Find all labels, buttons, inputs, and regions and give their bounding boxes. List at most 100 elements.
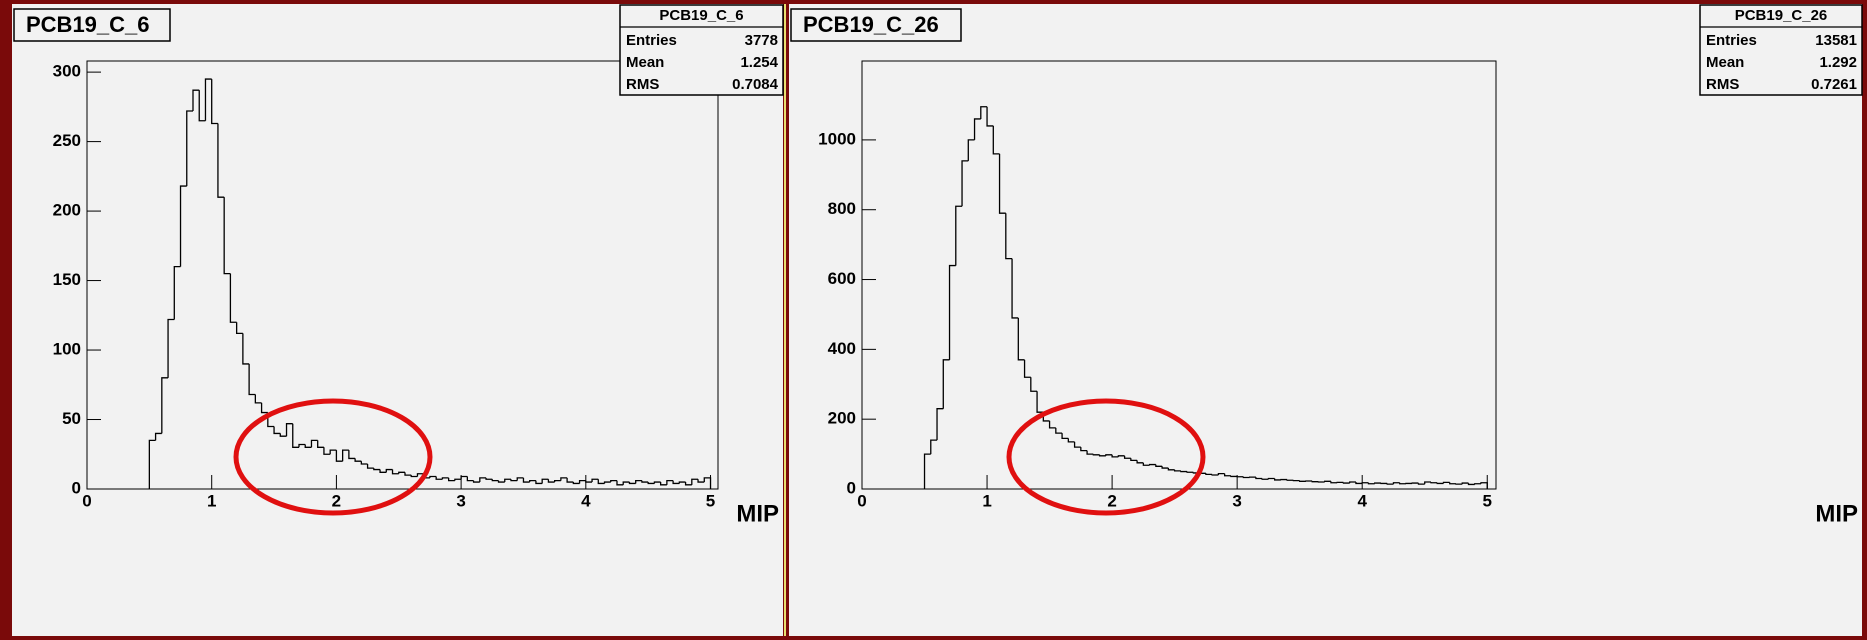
stats-box — [619, 4, 784, 96]
x-tick-label: 2 — [332, 491, 341, 510]
stats-title: PCB19_C_6 — [659, 7, 743, 24]
histogram-bin — [585, 480, 593, 483]
y-tick-label: 50 — [62, 409, 81, 428]
histogram-bin — [273, 426, 281, 435]
histogram-bin — [304, 444, 312, 448]
x-tick-label: 4 — [581, 491, 591, 510]
histogram-bin — [1123, 455, 1131, 459]
histogram-bin — [1255, 477, 1263, 480]
histogram-bin — [597, 479, 605, 485]
histogram-bin — [1474, 483, 1481, 485]
stats-label: Entries — [626, 32, 677, 49]
histogram-bin — [429, 475, 437, 478]
histogram-bin — [1142, 462, 1150, 466]
histogram-bin — [697, 479, 705, 483]
plot-frame — [86, 60, 719, 490]
stats-value: 0.7261 — [1811, 76, 1857, 93]
histogram-bin — [254, 394, 262, 404]
histogram-bin — [1111, 454, 1119, 458]
histogram-bin — [616, 480, 624, 486]
histogram-bin — [522, 477, 530, 483]
y-tick-label: 250 — [53, 131, 81, 150]
histogram-bin — [248, 363, 256, 396]
histogram-bin — [1205, 473, 1213, 475]
histogram-bin — [404, 472, 412, 476]
histogram-bin — [435, 476, 443, 480]
histogram-bin — [298, 443, 306, 448]
x-tick-label: 3 — [1232, 491, 1241, 510]
y-tick-label: 400 — [828, 339, 856, 358]
stats-value: 3778 — [745, 32, 778, 49]
histogram-bin — [1311, 480, 1319, 483]
histogram-bin — [485, 477, 493, 480]
x-axis-label: MIP — [1815, 500, 1858, 527]
histogram-bin — [223, 197, 231, 275]
highlight-ellipse — [233, 398, 433, 516]
histogram-bin — [391, 469, 399, 475]
histogram-bin — [1055, 427, 1063, 434]
histogram-bin — [1461, 482, 1469, 485]
histogram-bin — [566, 477, 574, 483]
y-tick-label: 1000 — [818, 129, 856, 148]
histogram-bin — [360, 461, 368, 465]
histogram-bin — [672, 480, 680, 485]
histogram-bin — [547, 479, 555, 483]
histogram-bin — [1092, 454, 1100, 456]
histogram-bin — [967, 139, 975, 161]
y-tick-label: 0 — [72, 478, 81, 497]
histogram-bin — [1136, 460, 1144, 464]
x-tick-label: 1 — [982, 491, 991, 510]
histogram-bin — [504, 478, 511, 483]
histogram-bin — [1361, 482, 1369, 484]
histogram-bin — [1386, 483, 1394, 485]
x-tick-label: 0 — [857, 491, 866, 510]
histogram-bin — [186, 110, 193, 187]
histogram-bin — [1098, 454, 1106, 457]
histogram-bin — [1442, 481, 1450, 484]
histogram-bin — [622, 481, 630, 485]
histogram-bin — [1355, 482, 1363, 485]
histogram-bin — [173, 266, 181, 320]
histogram-bin — [659, 482, 667, 486]
histogram-bin — [1330, 481, 1338, 484]
stats-label: RMS — [626, 76, 659, 93]
histogram-bin — [1180, 470, 1188, 473]
histogram-bin — [553, 480, 561, 483]
histogram-bin — [179, 185, 187, 267]
histogram-bin — [154, 432, 162, 441]
histogram-bin — [510, 479, 518, 482]
histogram-bin — [535, 480, 543, 485]
histogram-bin — [973, 118, 981, 140]
histogram-bin — [1449, 482, 1456, 485]
histogram-bin — [148, 439, 156, 489]
histogram-bin — [603, 481, 611, 484]
y-tick-label: 200 — [828, 409, 856, 428]
histogram-bin — [1005, 213, 1013, 260]
histogram-bin — [955, 205, 963, 266]
histogram-bin — [373, 468, 381, 471]
histogram-bin — [1467, 483, 1475, 486]
histogram-bin — [529, 480, 536, 483]
histogram-bin — [684, 482, 692, 486]
histogram-bin — [341, 449, 349, 462]
y-tick-label: 100 — [53, 340, 81, 359]
histogram-bin — [1186, 471, 1194, 473]
histogram-bin — [192, 89, 200, 112]
histogram-bin — [354, 458, 362, 462]
histogram-bin — [1342, 482, 1350, 484]
stats-label: Entries — [1706, 32, 1757, 49]
histogram-bin — [217, 123, 225, 198]
histogram-bin — [560, 477, 568, 481]
stats-value: 1.254 — [740, 54, 778, 71]
histogram-bin — [329, 449, 337, 455]
histogram-bin — [1223, 473, 1231, 477]
histogram-bin — [1067, 438, 1075, 443]
histogram-bin — [986, 106, 994, 127]
y-tick-label: 300 — [53, 62, 81, 81]
histogram-bin — [1086, 450, 1094, 455]
histogram-bin — [1417, 483, 1425, 485]
histogram-bin — [348, 450, 356, 460]
stats-value: 0.7084 — [732, 76, 779, 93]
histogram-bin — [1161, 466, 1169, 469]
histogram-bin — [591, 478, 599, 483]
